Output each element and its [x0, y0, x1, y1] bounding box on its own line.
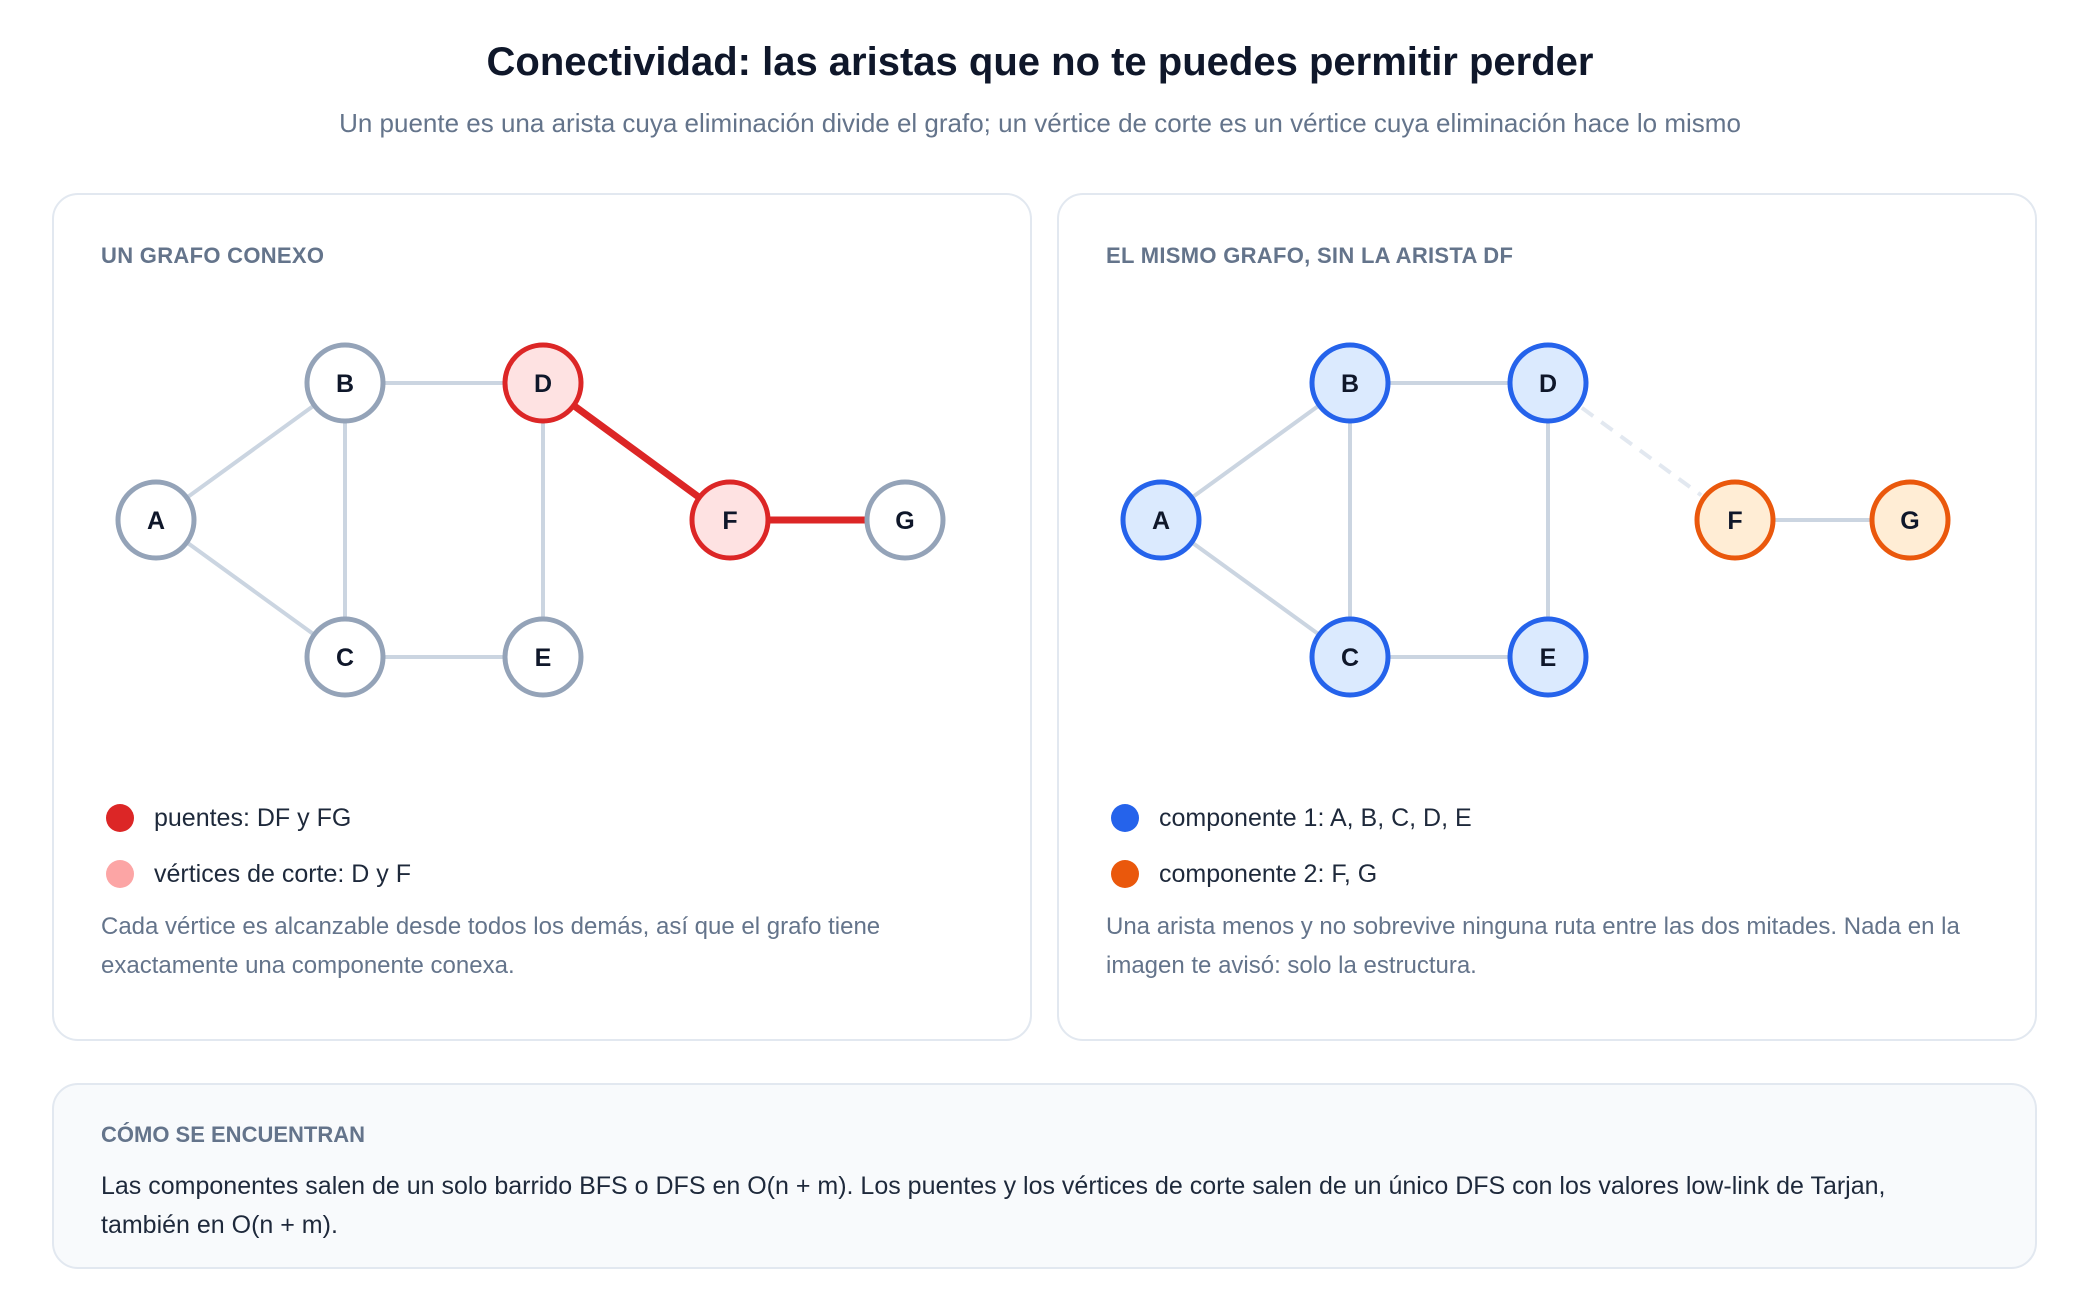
node-circle	[1869, 479, 1951, 561]
node-d: D	[502, 342, 584, 424]
node-e: E	[1507, 616, 1589, 698]
node-g: G	[1869, 479, 1951, 561]
node-g: G	[864, 479, 946, 561]
note-heading: CÓMO SE ENCUENTRAN	[101, 1122, 366, 1147]
legend-dot-component-1	[1111, 804, 1139, 832]
connected-graph-diagram: A B C D E F G	[115, 342, 946, 698]
node-circle	[1507, 616, 1589, 698]
panel-heading: EL MISMO GRAFO, SIN LA ARISTA DF	[1106, 243, 1514, 268]
node-label: B	[336, 370, 354, 398]
node-label: A	[1152, 507, 1170, 535]
page-subtitle: Un puente es una arista cuya eliminación…	[339, 108, 1741, 138]
legend-item-component-2: componente 2: F, G	[1111, 846, 1472, 902]
node-circle	[1309, 342, 1391, 424]
node-label: D	[534, 370, 552, 398]
split-graph-diagram: A B C D E F G	[1120, 342, 1951, 698]
node-circle	[304, 616, 386, 698]
removed-edge-df	[1580, 406, 1703, 497]
node-circle	[864, 479, 946, 561]
legend-label: vértices de corte: D y F	[154, 859, 412, 888]
node-label: E	[535, 644, 552, 672]
node-label: A	[147, 507, 165, 535]
note-body: Las componentes salen de un solo barrido…	[101, 1172, 1886, 1239]
node-label: E	[1540, 644, 1557, 672]
page-title: Conectividad: las aristas que no te pued…	[486, 40, 1594, 84]
node-c: C	[1309, 616, 1391, 698]
node-label: D	[1539, 370, 1557, 398]
node-label: C	[1341, 644, 1359, 672]
legend-dot-bridges	[106, 804, 134, 832]
panel-caption: Cada vértice es alcanzable desde todos l…	[101, 913, 881, 979]
node-circle	[502, 616, 584, 698]
connected-graph-panel: UN GRAFO CONEXO A B C D E F G puentes: DF y FG…	[52, 193, 1032, 1041]
legend-item-cut-vertices: vértices de corte: D y F	[106, 846, 411, 902]
legend: componente 1: A, B, C, D, E componente 2…	[1111, 790, 1472, 902]
algorithm-note: CÓMO SE ENCUENTRAN Las componentes salen…	[52, 1083, 2037, 1269]
node-e: E	[502, 616, 584, 698]
legend-item-component-1: componente 1: A, B, C, D, E	[1111, 790, 1472, 846]
node-d: D	[1507, 342, 1589, 424]
node-circle	[1120, 479, 1202, 561]
node-b: B	[304, 342, 386, 424]
node-circle	[1309, 616, 1391, 698]
legend-label: componente 2: F, G	[1159, 859, 1378, 888]
node-circle	[1507, 342, 1589, 424]
legend-label: puentes: DF y FG	[154, 803, 352, 832]
legend-item-bridges: puentes: DF y FG	[106, 790, 411, 846]
legend-label: componente 1: A, B, C, D, E	[1159, 803, 1472, 832]
node-label: F	[1727, 507, 1742, 535]
legend-dot-cut-vertices	[106, 860, 134, 888]
node-circle	[115, 479, 197, 561]
panel-caption: Una arista menos y no sobrevive ninguna …	[1106, 913, 1960, 979]
split-graph-panel: EL MISMO GRAFO, SIN LA ARISTA DF A B C D E F G…	[1057, 193, 2037, 1041]
node-f: F	[1694, 479, 1776, 561]
node-circle	[502, 342, 584, 424]
node-circle	[1694, 479, 1776, 561]
panel-heading: UN GRAFO CONEXO	[101, 243, 325, 268]
legend: puentes: DF y FG vértices de corte: D y …	[106, 790, 411, 902]
node-a: A	[115, 479, 197, 561]
node-label: G	[895, 507, 914, 535]
node-c: C	[304, 616, 386, 698]
node-b: B	[1309, 342, 1391, 424]
node-label: B	[1341, 370, 1359, 398]
legend-dot-component-2	[1111, 860, 1139, 888]
node-label: G	[1900, 507, 1919, 535]
node-label: C	[336, 644, 354, 672]
node-a: A	[1120, 479, 1202, 561]
node-circle	[304, 342, 386, 424]
node-f: F	[689, 479, 771, 561]
node-circle	[689, 479, 771, 561]
node-label: F	[722, 507, 737, 535]
